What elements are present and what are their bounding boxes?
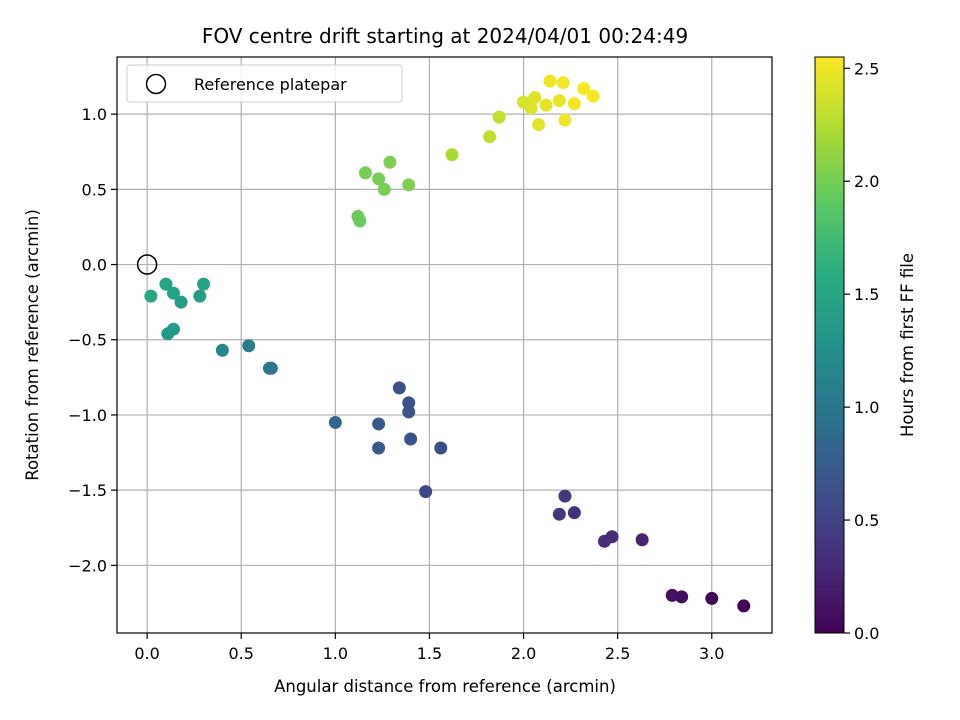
data-point [556,76,570,90]
data-point [159,277,173,291]
legend-box [126,64,403,103]
data-point [402,178,416,192]
data-point [372,172,386,186]
x-tick-label: 2.0 [511,644,536,663]
colorbar-gradient [814,56,845,634]
data-point [558,489,572,503]
colorbar-tick-label: 2.5 [854,59,879,78]
x-tick-label: 2.5 [605,644,630,663]
data-point [328,415,342,429]
data-point [419,485,433,499]
colorbar-tick-label: 2.0 [854,172,879,191]
colorbar-ticks: 0.0 0.5 1.0 1.5 2.0 2.5 [844,59,879,643]
data-point [445,148,459,162]
x-tick-label: 1.0 [323,644,348,663]
data-point [434,441,448,455]
x-tick-label: 3.0 [699,644,724,663]
data-point [552,507,566,521]
data-point [402,396,416,410]
data-point [492,110,506,124]
colorbar-label: Hours from first FF file [898,253,917,437]
data-point [558,113,572,127]
y-tick-label: 0.0 [82,256,107,275]
data-point [567,506,581,520]
data-point [193,289,207,303]
y-axis-ticks: −2.0 −1.5 −1.0 −0.5 0.0 0.5 1.0 [68,105,117,575]
y-tick-label: −1.0 [68,406,107,425]
colorbar: 0.0 0.5 1.0 1.5 2.0 2.5 Hours from first FF f… [814,56,917,643]
x-tick-label: 0.5 [228,644,253,663]
data-point [737,599,751,613]
x-axis-label: Angular distance from reference (arcmin) [274,677,616,696]
data-point [524,101,538,115]
data-points [136,74,751,613]
data-point [383,155,397,169]
data-point [705,591,719,605]
plot-frame [116,56,773,634]
colorbar-tick-label: 0.5 [854,511,879,530]
legend-label: Reference platepar [194,75,347,94]
data-point [404,432,418,446]
data-point [402,405,416,419]
data-point [543,74,557,88]
y-axis-label: Rotation from reference (arcmin) [23,209,42,481]
data-point [577,82,591,96]
chart-title: FOV centre drift starting at 2024/04/01 … [202,24,688,48]
data-point [166,286,180,300]
data-point [586,89,600,103]
y-tick-label: −2.0 [68,556,107,575]
colorbar-tick-label: 0.0 [854,624,879,643]
y-tick-label: 1.0 [82,105,107,124]
data-point [377,182,391,196]
data-point [197,277,211,291]
data-point [351,209,365,223]
data-point [528,91,542,105]
data-point [567,97,581,111]
x-axis-ticks: 0.0 0.5 1.0 1.5 2.0 2.5 3.0 [134,633,724,663]
colorbar-tick-label: 1.0 [854,398,879,417]
data-point [539,98,553,112]
y-tick-label: 0.5 [82,180,107,199]
data-point [532,118,546,132]
x-tick-label: 1.5 [417,644,442,663]
data-point [483,130,497,144]
data-point [262,361,276,375]
data-point [665,588,679,602]
data-point [597,534,611,548]
colorbar-tick-label: 1.5 [854,285,879,304]
data-point [242,339,256,353]
data-point [372,441,386,455]
legend: Reference platepar [126,64,403,103]
data-point [392,381,406,395]
data-point [358,166,372,180]
legend-reference-marker [145,73,167,95]
data-point [635,533,649,547]
data-point [372,417,386,431]
y-tick-label: −1.5 [68,481,107,500]
grid [117,57,772,633]
data-point [174,295,188,309]
data-point [144,289,158,303]
data-point [552,94,566,108]
x-tick-label: 0.0 [134,644,159,663]
data-point [215,343,229,357]
reference-platepar-marker [136,254,158,275]
data-point [161,327,175,341]
y-tick-label: −0.5 [68,331,107,350]
